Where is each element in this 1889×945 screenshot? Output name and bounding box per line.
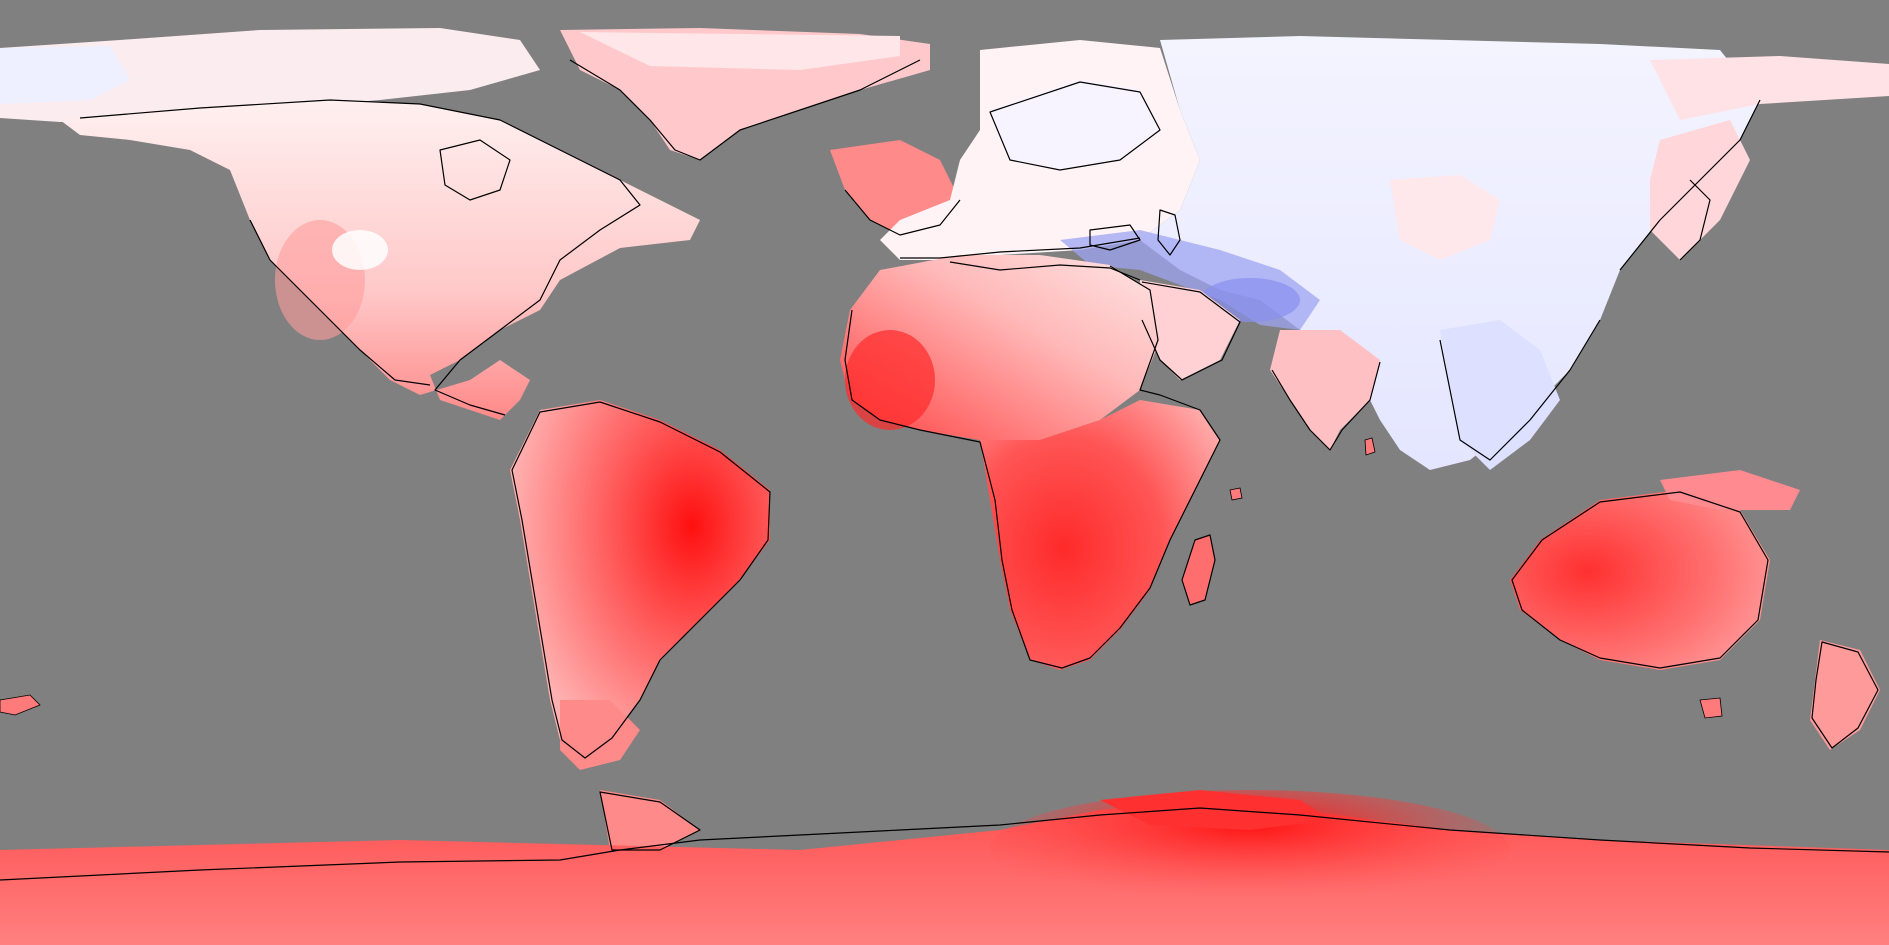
coastline-madagascar: [1181, 534, 1216, 606]
island-tasmania: [1699, 697, 1723, 719]
region-arctic-northwest: [0, 46, 130, 104]
coastline-antarctica: [0, 807, 1889, 881]
region-patagonia: [560, 700, 640, 770]
region-southeast-asia: [1440, 320, 1560, 470]
region-na-cool-spot: [332, 230, 388, 270]
island-kerguelen: [1229, 487, 1243, 501]
region-new-zealand: [1810, 640, 1880, 750]
coastline-greenland: [569, 59, 921, 161]
island-sri-lanka: [1364, 437, 1376, 456]
region-arabia: [1140, 280, 1240, 380]
region-chukotka: [1650, 56, 1889, 120]
coastline-caspian: [1157, 209, 1181, 256]
region-scandinavia: [990, 80, 1160, 170]
region-india: [1270, 330, 1380, 450]
coastline-south-america: [511, 401, 771, 759]
coastline-new-zealand: [1811, 641, 1879, 749]
coastline-hudson-bay: [439, 139, 511, 201]
coastline-india: [1271, 361, 1381, 451]
coastline-antarctic-peninsula: [599, 791, 701, 851]
region-antarctic-peninsula: [600, 790, 700, 850]
islands: [0, 437, 1723, 719]
coastlines: [0, 59, 1889, 881]
coastline-africa: [844, 265, 1221, 669]
region-arctic-north-america: [0, 28, 540, 122]
region-antarctica-hot-core: [990, 790, 1510, 910]
region-australia: [1510, 490, 1770, 670]
region-new-guinea: [1660, 470, 1800, 510]
region-antarctic-warm-strip: [1100, 790, 1330, 830]
island-hawaii: [0, 694, 41, 716]
coastline-europe: [844, 81, 1161, 259]
coastline-australia: [1511, 491, 1769, 669]
coastline-north-america: [79, 99, 641, 416]
region-madagascar: [1182, 535, 1215, 605]
coastline-arabia: [1141, 281, 1241, 381]
region-west-africa-hot: [845, 330, 935, 430]
region-siberia-warm: [1390, 175, 1500, 260]
region-south-america: [510, 400, 770, 760]
coastline-black-sea: [1089, 224, 1141, 251]
coastline-asia-east: [1439, 99, 1761, 461]
coastline-japan: [1679, 179, 1711, 261]
region-africa: [980, 400, 1220, 670]
region-greenland-north: [580, 32, 900, 70]
